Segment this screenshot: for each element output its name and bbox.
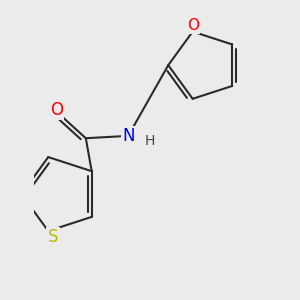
Text: O: O <box>187 18 199 33</box>
Text: S: S <box>48 228 58 246</box>
Text: H: H <box>144 134 154 148</box>
Text: N: N <box>122 127 134 145</box>
Text: O: O <box>50 101 63 119</box>
